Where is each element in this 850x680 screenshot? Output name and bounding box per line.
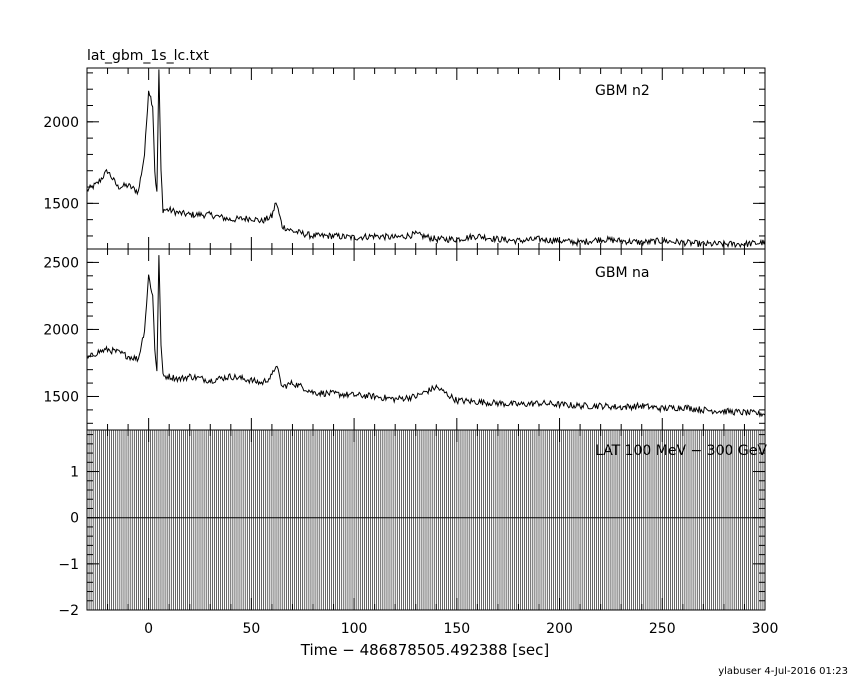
y-tick-label: 2000 bbox=[43, 322, 79, 338]
x-axis-label: Time − 486878505.492388 [sec] bbox=[300, 641, 550, 659]
y-tick-label: 0 bbox=[70, 511, 79, 527]
y-tick-label: 2000 bbox=[43, 115, 79, 131]
series-line bbox=[86, 69, 766, 249]
x-tick-label: 200 bbox=[546, 621, 573, 637]
y-tick-label: 2500 bbox=[43, 255, 79, 271]
panel-frame bbox=[86, 248, 766, 431]
panel-frame bbox=[86, 67, 766, 250]
series-line bbox=[86, 255, 766, 418]
y-tick-label: −2 bbox=[58, 603, 79, 619]
figure-title: lat_gbm_1s_lc.txt bbox=[87, 48, 209, 64]
series-label: GBM n2 bbox=[595, 83, 650, 99]
x-tick-label: 150 bbox=[443, 621, 470, 637]
series-label: LAT 100 MeV − 300 GeV bbox=[595, 443, 767, 459]
y-tick-label: −1 bbox=[58, 557, 79, 573]
x-tick-label: 100 bbox=[341, 621, 368, 637]
x-tick-label: 0 bbox=[144, 621, 153, 637]
footer-stamp: ylabuser 4-Jul-2016 01:23 bbox=[718, 666, 848, 677]
series-label: GBM na bbox=[595, 265, 649, 281]
panel-1: 1500 2000 GBM n2 bbox=[43, 67, 766, 250]
y-tick-label: 1500 bbox=[43, 196, 79, 212]
x-tick-label: 250 bbox=[649, 621, 676, 637]
y-tick-label: 1 bbox=[70, 465, 79, 481]
panel-3: −2 −1 0 1 LAT 100 MeV − 300 GeV bbox=[58, 429, 767, 619]
x-tick-label: 50 bbox=[242, 621, 260, 637]
panel-2: 1500 2000 2500 GBM na bbox=[43, 248, 766, 431]
x-tick-label: 300 bbox=[752, 621, 779, 637]
y-tick-label: 1500 bbox=[43, 389, 79, 405]
